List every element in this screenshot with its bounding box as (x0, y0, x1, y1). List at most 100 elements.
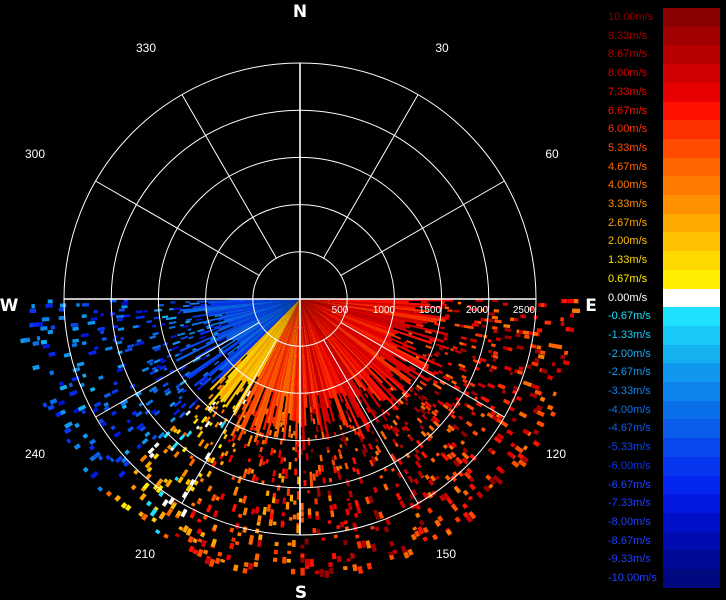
echo-wedge (135, 391, 143, 398)
echo-wedge (487, 349, 493, 354)
echo-wedge (273, 449, 277, 454)
echo-wedge (198, 335, 207, 340)
echo-wedge (432, 379, 439, 385)
echo-wedge (232, 448, 237, 453)
echo-wedge (262, 506, 268, 516)
echo-wedge (567, 299, 574, 304)
echo-wedge (450, 348, 455, 352)
echo-wedge (230, 299, 300, 437)
echo-wedge (286, 488, 291, 496)
echo-wedge (455, 401, 461, 407)
echo-wedge (235, 424, 242, 432)
echo-wedge (130, 484, 137, 491)
echo-wedge (284, 468, 289, 475)
echo-wedge (248, 534, 255, 542)
echo-wedge (300, 448, 303, 455)
echo-wedge (331, 456, 335, 461)
echo-wedge (314, 498, 318, 505)
echo-wedge (111, 388, 119, 395)
echo-wedge (162, 448, 169, 454)
echo-wedge (437, 385, 442, 390)
echo-wedge (160, 359, 167, 364)
colorbar-swatch (663, 138, 720, 158)
echo-wedge (181, 446, 188, 453)
echo-wedge (303, 480, 307, 486)
echo-wedge (136, 310, 143, 314)
echo-wedge (284, 472, 288, 480)
echo-wedge (414, 386, 421, 392)
echo-wedge (300, 299, 380, 423)
echo-wedge (414, 460, 422, 469)
colorbar-row: 6.00m/s (606, 120, 720, 140)
echo-wedge (58, 381, 64, 387)
echo-wedge (421, 394, 429, 402)
echo-wedge (156, 344, 162, 349)
echo-wedge (503, 324, 511, 329)
echo-wedge (294, 445, 298, 453)
echo-wedge (188, 458, 196, 467)
echo-wedge (370, 430, 375, 435)
echo-wedge (227, 299, 300, 379)
echo-wedge (247, 458, 252, 463)
echo-wedge (169, 425, 177, 432)
echo-wedge (332, 503, 338, 510)
echo-wedge (328, 567, 334, 575)
echo-wedge (215, 496, 220, 501)
echo-wedge (261, 439, 265, 445)
echo-wedge (511, 460, 519, 468)
echo-wedge (461, 451, 470, 460)
echo-wedge (287, 542, 292, 546)
colorbar-row: 7.33m/s (606, 82, 720, 102)
echo-wedge (448, 444, 455, 451)
echo-wedge (103, 392, 112, 399)
echo-wedge (532, 408, 538, 414)
colorbar-label: 4.67m/s (608, 160, 648, 173)
echo-wedge (152, 484, 159, 491)
echo-wedge (55, 411, 62, 418)
echo-wedge (330, 510, 335, 518)
echo-wedge (396, 471, 403, 479)
echo-wedge (441, 453, 450, 462)
echo-wedge (177, 311, 181, 315)
echo-wedge (68, 382, 74, 388)
echo-wedge (146, 358, 154, 364)
colorbar-swatch (663, 26, 720, 46)
echo-wedge (511, 417, 517, 423)
echo-wedge (442, 444, 448, 450)
echo-wedge (220, 409, 225, 414)
echo-wedge (300, 299, 399, 335)
echo-wedge (475, 401, 483, 408)
colorbar-row: 0.67m/s (606, 269, 720, 289)
echo-wedge (205, 299, 300, 314)
echo-wedge (245, 299, 300, 403)
echo-wedge (420, 401, 426, 407)
echo-wedge (556, 367, 562, 374)
echo-wedge (300, 299, 371, 433)
echo-wedge (153, 316, 160, 320)
echo-wedge (152, 332, 159, 336)
echo-wedge (398, 377, 403, 381)
echo-wedge (232, 490, 238, 496)
echo-wedge (314, 434, 318, 439)
echo-wedge (144, 460, 153, 469)
azimuth-label-240: 240 (25, 447, 45, 461)
colorbar-label: -3.33m/s (608, 385, 651, 397)
echo-wedge (460, 430, 468, 438)
echo-wedge (508, 406, 515, 412)
echo-wedge (409, 493, 415, 500)
colorbar-swatch (663, 288, 720, 308)
echo-wedge (136, 422, 145, 431)
echo-wedge (413, 478, 420, 485)
echo-wedge (203, 442, 210, 450)
echo-wedge (404, 421, 409, 426)
echo-wedge (340, 431, 346, 439)
colorbar-swatch (663, 531, 720, 551)
echo-wedge (213, 332, 219, 336)
echo-wedge (202, 371, 209, 377)
echo-wedge (191, 302, 200, 305)
echo-wedge (337, 414, 342, 421)
colorbar-label: -4.67m/s (608, 422, 651, 435)
echo-wedge (216, 384, 223, 390)
echo-wedge (176, 383, 182, 388)
echo-wedge (300, 299, 384, 384)
